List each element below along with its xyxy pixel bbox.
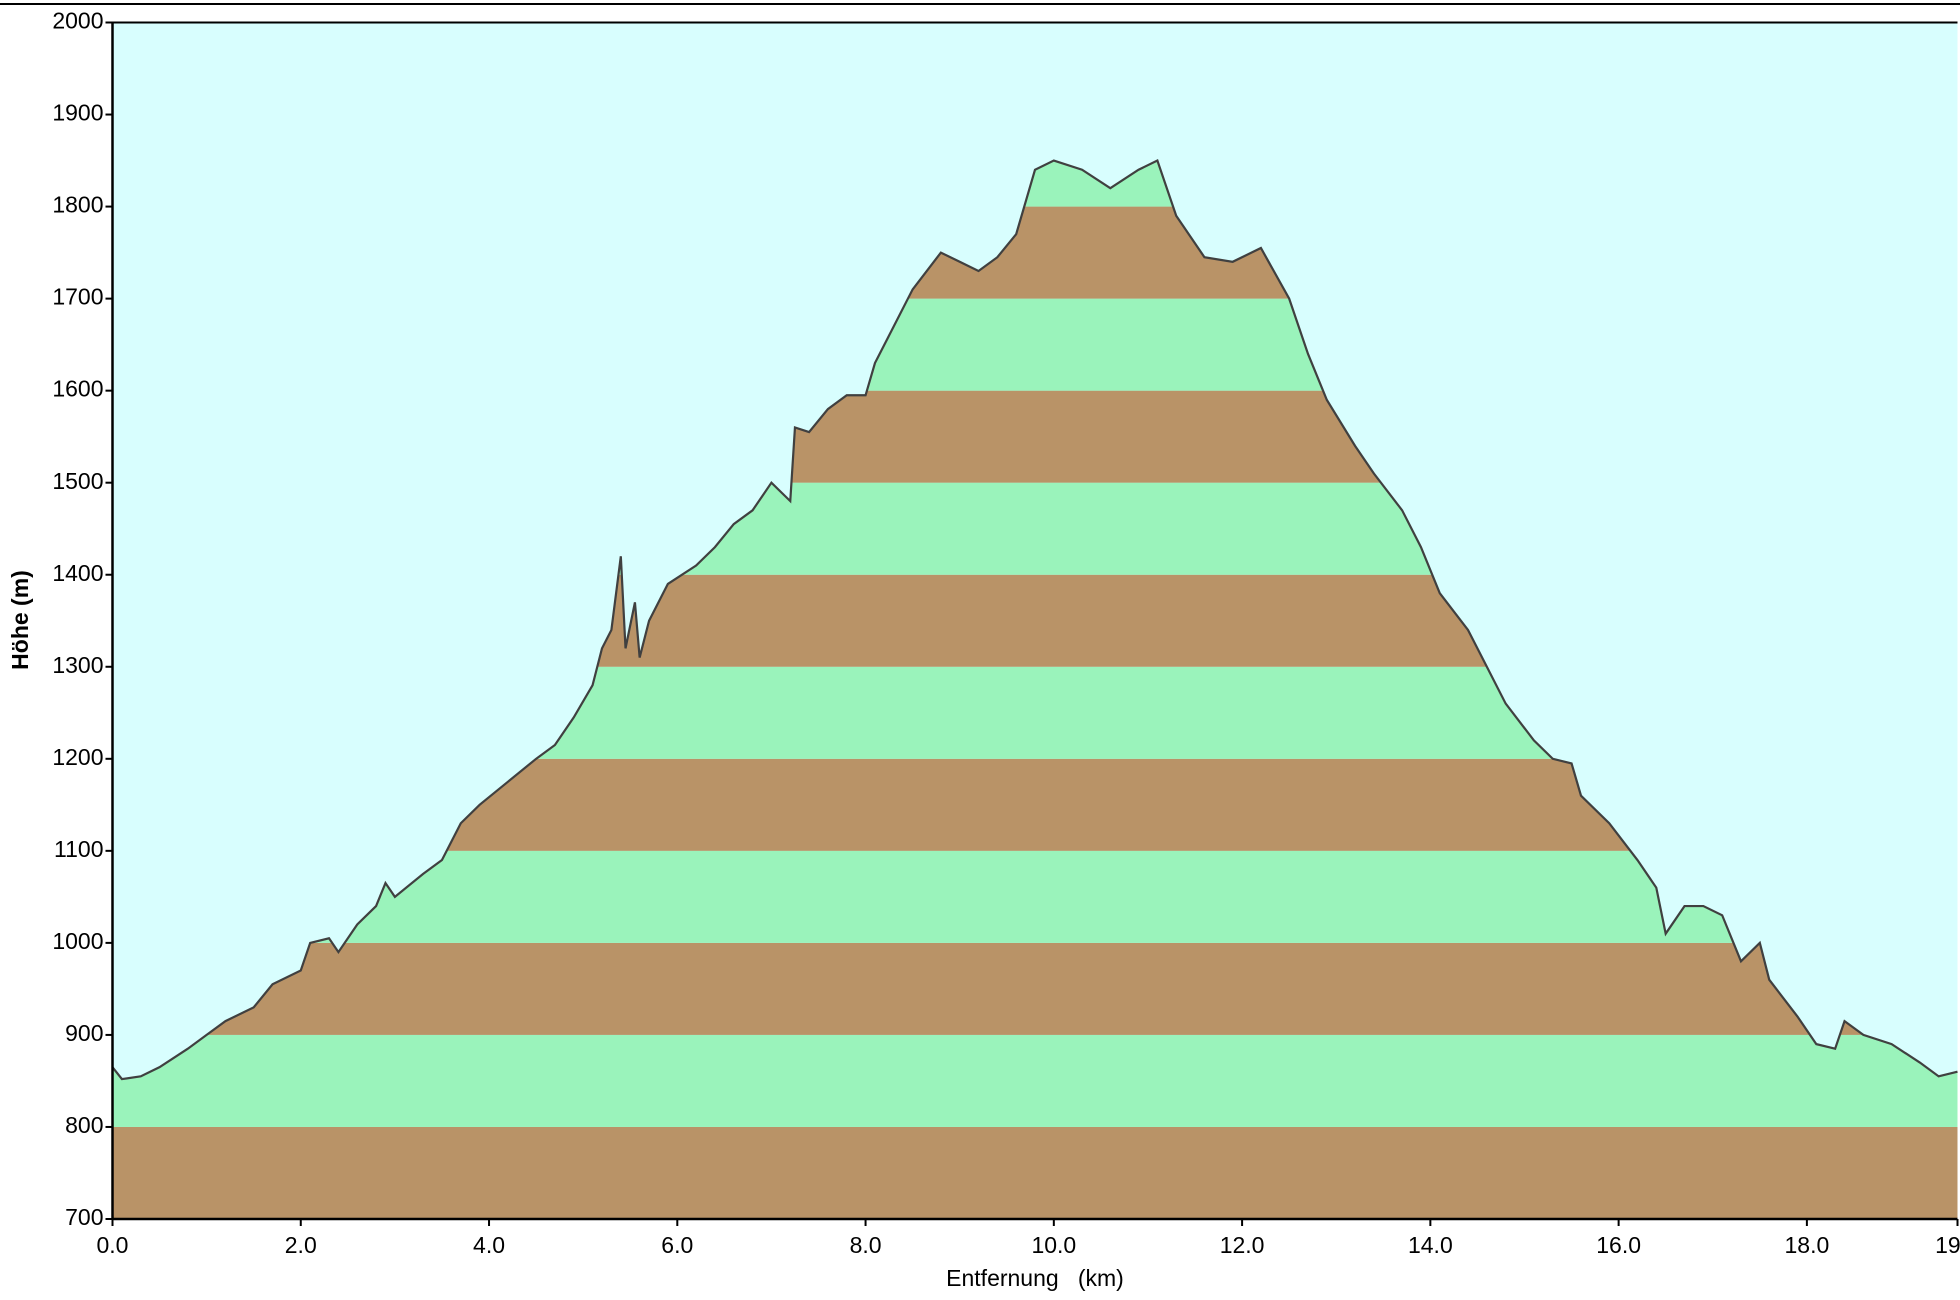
elevation-band [112,1126,1958,1219]
y-tick-label: 700 [65,1204,103,1230]
y-tick-label: 2000 [52,8,103,34]
elevation-band [112,942,1958,1035]
x-tick-label: 2.0 [285,1232,317,1258]
x-tick-label: 0.0 [97,1232,129,1258]
y-tick-label: 1200 [52,744,103,770]
y-tick-label: 1900 [52,100,103,126]
x-tick-label: 8.0 [850,1232,882,1258]
y-tick-label: 1100 [54,836,103,862]
y-tick-label: 1800 [52,192,103,218]
y-tick-label: 1400 [52,560,103,586]
x-tick-label: 19.6 [1935,1232,1960,1258]
y-tick-label: 1700 [52,284,103,310]
y-tick-label: 900 [65,1020,103,1046]
y-tick-label: 1300 [52,652,103,678]
x-tick-label: 16.0 [1596,1232,1641,1258]
x-axis-title: Entfernung (km) [946,1265,1124,1291]
x-tick-label: 10.0 [1031,1232,1076,1258]
x-tick-label: 18.0 [1785,1232,1830,1258]
profile-line [111,159,1958,1081]
x-tick-label: 4.0 [473,1232,505,1258]
y-axis-title: Höhe (m) [7,570,33,670]
x-tick-label: 12.0 [1220,1232,1265,1258]
y-tick-label: 1000 [52,928,103,954]
y-tick-label: 1500 [52,468,103,494]
elevation-band [112,1034,1958,1127]
y-tick-label: 800 [65,1112,103,1138]
x-tick-label: 6.0 [661,1232,693,1258]
x-tick-label: 14.0 [1408,1232,1453,1258]
y-tick-label: 1600 [52,376,103,402]
